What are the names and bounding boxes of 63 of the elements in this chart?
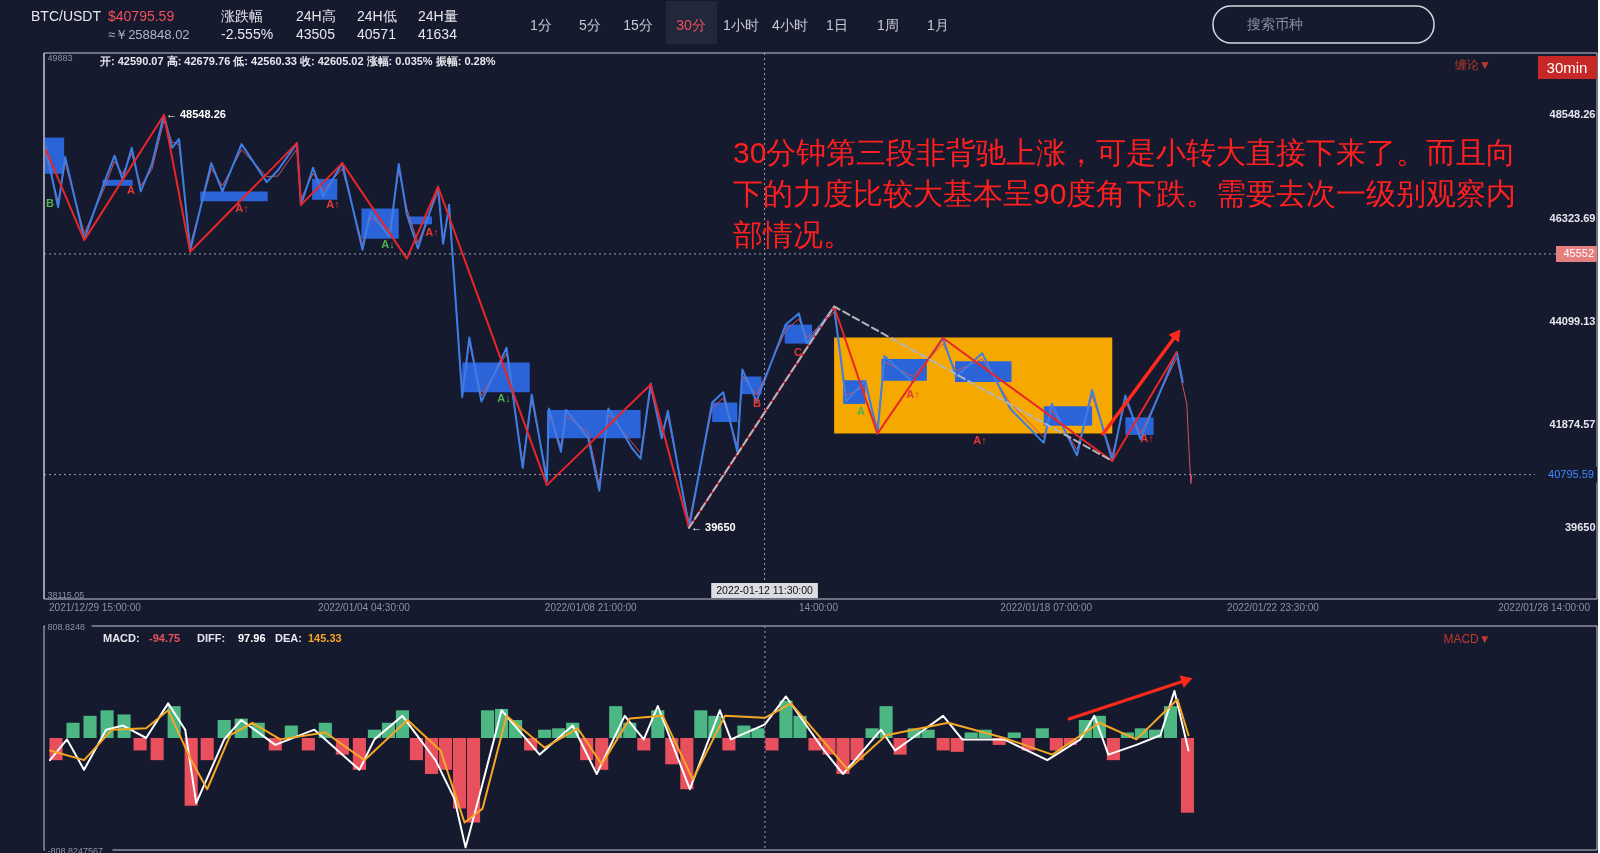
y-tick-label: 41874.57 — [1549, 418, 1596, 431]
text: BTC/USDT — [31, 8, 102, 24]
text: 24H低 — [357, 8, 397, 24]
y-tick-label: -808.8247567 — [47, 845, 104, 853]
text: -2.555% — [221, 26, 274, 42]
text: $40795.59 — [108, 8, 175, 24]
x-tick-label: 2022/01/22 23:30:00 — [1227, 601, 1320, 613]
ref-line-label: 40795.59 — [1548, 467, 1594, 480]
text: 43505 — [296, 26, 336, 42]
y-tick-label: 39650 — [1564, 521, 1596, 534]
annotation: A↓ — [497, 392, 511, 404]
y-tick-label: 48548.26 — [1549, 108, 1596, 121]
annotation: A↑ — [235, 202, 249, 214]
annotation: MACD▼ — [1443, 632, 1491, 646]
ref-line-label: 2022-01-12 11:30:00 — [716, 583, 814, 596]
ref-line-label: 45552 — [1563, 246, 1594, 259]
annotation: ← 39650 — [690, 520, 736, 533]
annotation: A↑ — [326, 198, 340, 210]
annotation: A — [127, 184, 136, 196]
text: 5分 — [579, 17, 601, 33]
x-tick-label: 2022/01/18 07:00:00 — [1000, 601, 1093, 613]
text: 1小时 — [723, 17, 759, 33]
annotation: DIFF: 97.96 — [197, 632, 266, 644]
text: 15分 — [623, 17, 653, 33]
annotation: C — [794, 346, 803, 358]
x-tick-label: 2022/01/08 21:00:00 — [544, 601, 638, 613]
text: 30分 — [676, 17, 706, 33]
annotation: ← 48548.26 — [165, 107, 226, 120]
annotation: B — [753, 397, 762, 409]
annotation: 30min — [1546, 59, 1588, 76]
y2-tick-label: 49883 — [47, 52, 73, 63]
annotation: B — [46, 197, 55, 209]
y-tick-label: 46323.69 — [1549, 211, 1596, 224]
text: 24H量 — [418, 8, 458, 24]
x-tick-label: 2022/01/04 04:30:00 — [318, 601, 411, 613]
annotation: DEA: 145.33 — [275, 632, 342, 644]
text: 1周 — [877, 17, 899, 33]
annotation: A↑ — [425, 226, 439, 238]
text: 40571 — [357, 26, 397, 42]
annotation: A↑ — [973, 434, 987, 446]
text: 涨跌幅 — [221, 8, 263, 24]
annotation: 缠论▼ — [1455, 58, 1491, 72]
x-tick-label: 2021/12/29 15:00:00 — [49, 601, 142, 613]
text: 1分 — [530, 17, 552, 33]
text: ≈￥258848.02 — [108, 27, 190, 42]
text: 搜索币种 — [1247, 16, 1303, 32]
annotation: A — [857, 405, 866, 417]
annotation: 开: 42590.07 高: 42679.76 低: 42560.33 收: 42605.02 涨幅: 0.035% 振幅: 0.28% — [99, 55, 496, 67]
y-tick-label: 44099.13 — [1549, 314, 1596, 327]
text: 4小时 — [772, 17, 808, 33]
text: 24H高 — [296, 8, 336, 24]
text: 41634 — [418, 26, 458, 42]
y2-tick-label: 38115.05 — [47, 589, 85, 600]
annotation: A↑ — [1140, 432, 1154, 444]
annotation: A↓ — [381, 238, 395, 250]
y-tick-label: 808.8248 — [47, 621, 86, 632]
annotation: 30分钟第三段非背驰上涨，可是小转大直接下来了。而且向下的力度比较大基本呈90度角下跌。需要去次一级别观察内部情况。 — [733, 136, 1517, 251]
annotation: A↑ — [906, 388, 920, 400]
annotation: MACD: -94.75 — [103, 632, 181, 644]
text: 1日 — [826, 17, 848, 33]
x-tick-label: 2022/01/28 14:00:00 — [1498, 601, 1591, 613]
text: 1月 — [927, 17, 949, 33]
x-tick-label: 14:00:00 — [799, 601, 839, 613]
